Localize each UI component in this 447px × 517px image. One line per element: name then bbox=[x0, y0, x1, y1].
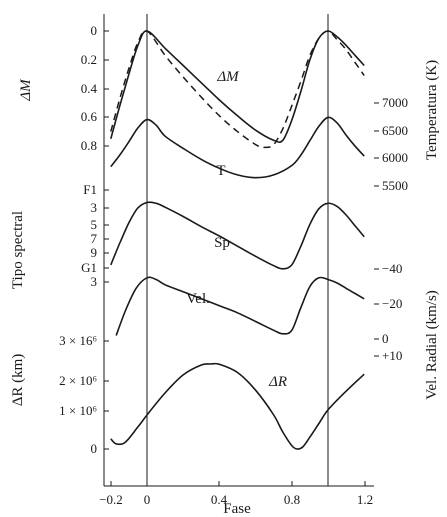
dm-tick-label: 0.6 bbox=[81, 109, 98, 124]
series-label-dr: ΔR bbox=[268, 374, 287, 390]
vel-tick-label: −40 bbox=[382, 261, 402, 276]
dr-axis-label: ΔR (km) bbox=[10, 354, 26, 407]
sp-tick-label: 9 bbox=[91, 245, 98, 260]
sp-tick-label: 7 bbox=[91, 231, 98, 246]
sp-tick-label: G1 bbox=[81, 260, 97, 275]
vel-tick-label: +10 bbox=[382, 348, 402, 363]
dm-tick-label: 0 bbox=[91, 23, 98, 38]
sp-tick-label: 5 bbox=[91, 217, 98, 232]
sp-ticks: F1 3 5 7 9 G1 bbox=[81, 182, 109, 275]
series-label-temp: T bbox=[216, 163, 225, 179]
series-label-vel: Vel. bbox=[186, 291, 210, 307]
dm-tick-label: 0.8 bbox=[81, 138, 97, 153]
dm-tick-label: 0.2 bbox=[81, 52, 97, 67]
dm-dashed-curve bbox=[110, 29, 365, 149]
dr-curve bbox=[110, 362, 365, 450]
dr-tick-label: 0 bbox=[91, 441, 98, 456]
dr-tick-label: 3 × 16⁶ bbox=[59, 333, 97, 348]
vel-axis-label: Vel. Radial (km/s) bbox=[424, 290, 440, 400]
temp-tick-label: 5500 bbox=[382, 178, 408, 193]
dr-tick-label: 1 × 10⁶ bbox=[59, 403, 97, 418]
temp-curve bbox=[110, 116, 365, 179]
series-label-sp: Sp bbox=[214, 235, 230, 251]
vel-left-tick-label: 3 bbox=[91, 274, 98, 289]
dr-tick-label: 2 × 10⁶ bbox=[59, 373, 97, 388]
series-label-dm: ΔM bbox=[216, 69, 240, 85]
x-tick-label: 0 bbox=[144, 492, 151, 507]
vel-curve bbox=[115, 276, 365, 336]
sp-axis-label: Tipo spectral bbox=[10, 211, 26, 289]
dm-axis-label: ΔM bbox=[18, 78, 34, 102]
x-tick-label: −0.2 bbox=[99, 492, 123, 507]
x-tick-label: 0.4 bbox=[211, 492, 228, 507]
temp-ticks: 7000 6500 6000 5500 bbox=[374, 95, 408, 193]
x-ticks: −0.2 0 0.4 0.8 1.2 bbox=[99, 481, 373, 507]
x-tick-label: 1.2 bbox=[357, 492, 373, 507]
temp-axis-label: Temperatura (K) bbox=[424, 60, 440, 160]
dr-ticks: 3 × 16⁶ 2 × 10⁶ 1 × 10⁶ 0 bbox=[59, 333, 109, 456]
dm-solid-curve bbox=[110, 30, 365, 143]
vel-ticks: 3 −40 −20 0 +10 bbox=[91, 261, 403, 363]
sp-tick-label: F1 bbox=[83, 182, 97, 197]
dm-ticks: 0 0.2 0.4 0.6 0.8 bbox=[81, 23, 109, 153]
temp-tick-label: 6500 bbox=[382, 123, 408, 138]
dm-tick-label: 0.4 bbox=[81, 81, 98, 96]
sp-tick-label: 3 bbox=[91, 200, 98, 215]
vel-tick-label: −20 bbox=[382, 296, 402, 311]
temp-tick-label: 7000 bbox=[382, 95, 408, 110]
temp-tick-label: 6000 bbox=[382, 150, 408, 165]
sp-curve bbox=[110, 201, 365, 270]
x-tick-label: 0.8 bbox=[284, 492, 300, 507]
x-axis-label: Fase bbox=[223, 501, 251, 517]
vel-tick-label: 0 bbox=[382, 331, 389, 346]
